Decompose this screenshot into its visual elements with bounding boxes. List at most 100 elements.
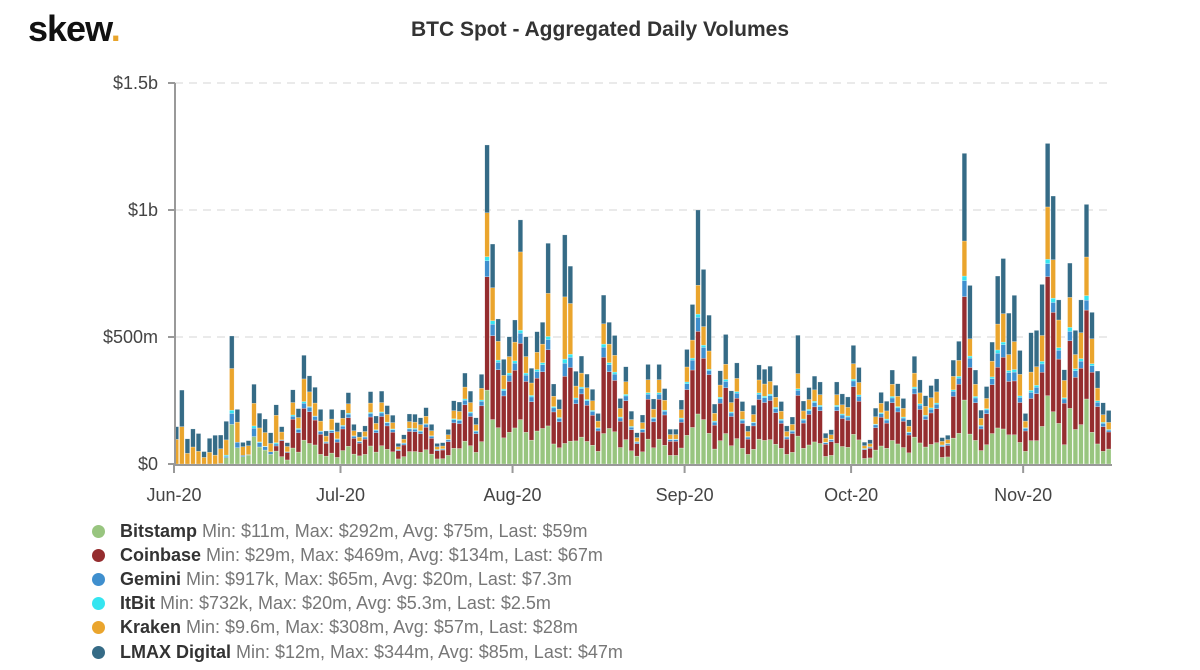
bar-segment-lmax-digital[interactable] [373,415,379,424]
bar-segment-kraken[interactable] [340,418,346,426]
bar-segment-lmax-digital[interactable] [640,414,646,423]
bar-segment-lmax-digital[interactable] [345,392,351,405]
bar-segment-kraken[interactable] [562,296,568,360]
bar-segment-bitstamp[interactable] [318,454,324,465]
bar-segment-itbit[interactable] [1067,327,1073,332]
bar-segment-lmax-digital[interactable] [617,398,623,409]
bar-segment-lmax-digital[interactable] [806,387,812,400]
bar-segment-gemini[interactable] [739,420,745,424]
bar-segment-gemini[interactable] [934,404,940,409]
bar-segment-gemini[interactable] [789,431,795,434]
bar-segment-gemini[interactable] [895,407,901,413]
bar-segment-gemini[interactable] [356,441,362,444]
bar-segment-lmax-digital[interactable] [362,425,368,432]
bar-segment-gemini[interactable] [784,436,790,440]
bar-segment-coinbase[interactable] [706,374,712,434]
bar-segment-kraken[interactable] [218,448,224,464]
legend-item-coinbase[interactable]: Coinbase Min: $29m, Max: $469m, Avg: $134… [92,543,623,567]
bar-segment-lmax-digital[interactable] [973,369,979,385]
bar-segment-lmax-digital[interactable] [928,385,934,398]
bar-segment-gemini[interactable] [756,394,762,400]
bar-segment-bitstamp[interactable] [384,449,390,465]
bar-segment-gemini[interactable] [950,391,956,397]
bar-segment-coinbase[interactable] [484,276,490,391]
bar-segment-bitstamp[interactable] [734,438,740,465]
bar-segment-lmax-digital[interactable] [1056,299,1062,321]
bar-segment-bitstamp[interactable] [1095,443,1101,465]
bar-segment-bitstamp[interactable] [1000,428,1006,465]
bar-segment-gemini[interactable] [678,418,684,423]
bar-segment-lmax-digital[interactable] [584,373,590,389]
bar-segment-gemini[interactable] [701,347,707,359]
bar-segment-coinbase[interactable] [678,422,684,449]
bar-segment-lmax-digital[interactable] [234,409,240,423]
bar-segment-bitstamp[interactable] [784,454,790,465]
bar-segment-itbit[interactable] [795,388,801,391]
bar-segment-lmax-digital[interactable] [456,401,462,412]
bar-segment-coinbase[interactable] [873,427,879,451]
bar-segment-lmax-digital[interactable] [517,219,523,253]
bar-segment-gemini[interactable] [268,451,274,455]
bar-segment-lmax-digital[interactable] [529,368,535,384]
bar-segment-lmax-digital[interactable] [856,367,862,383]
bar-segment-lmax-digital[interactable] [318,409,324,422]
bar-segment-lmax-digital[interactable] [651,398,657,410]
bar-segment-kraken[interactable] [850,363,856,380]
bar-segment-coinbase[interactable] [1061,403,1067,445]
bar-segment-lmax-digital[interactable] [484,144,490,213]
bar-segment-kraken[interactable] [978,418,984,426]
bar-segment-kraken[interactable] [362,431,368,437]
bar-segment-lmax-digital[interactable] [473,417,479,425]
bar-segment-coinbase[interactable] [662,414,668,446]
bar-segment-bitstamp[interactable] [695,413,701,465]
bar-segment-kraken[interactable] [268,443,274,453]
bar-segment-bitstamp[interactable] [601,433,607,465]
bar-segment-kraken[interactable] [823,437,829,443]
bar-segment-coinbase[interactable] [601,357,607,434]
bar-segment-bitstamp[interactable] [262,449,268,465]
bar-segment-lmax-digital[interactable] [545,243,551,294]
bar-segment-kraken[interactable] [900,408,906,418]
bar-segment-coinbase[interactable] [845,420,851,448]
bar-segment-coinbase[interactable] [917,409,923,444]
bar-segment-kraken[interactable] [401,438,407,444]
bar-segment-bitstamp[interactable] [873,449,879,465]
bar-segment-kraken[interactable] [412,421,418,429]
bar-segment-bitstamp[interactable] [223,457,229,465]
bar-segment-lmax-digital[interactable] [800,400,806,412]
bar-segment-gemini[interactable] [1095,402,1101,407]
bar-segment-coinbase[interactable] [606,371,612,429]
bar-segment-kraken[interactable] [617,408,623,418]
bar-segment-gemini[interactable] [1089,365,1095,373]
bar-segment-kraken[interactable] [456,411,462,420]
bar-segment-itbit[interactable] [506,372,512,376]
bar-segment-coinbase[interactable] [440,449,446,459]
bar-segment-itbit[interactable] [989,376,995,379]
bar-segment-kraken[interactable] [839,404,845,415]
bar-segment-coinbase[interactable] [467,416,473,446]
bar-segment-kraken[interactable] [1072,354,1078,369]
bar-segment-gemini[interactable] [551,407,557,413]
bar-segment-lmax-digital[interactable] [662,388,668,401]
bar-segment-coinbase[interactable] [295,432,301,453]
bar-segment-kraken[interactable] [612,355,618,373]
bar-segment-kraken[interactable] [1017,374,1023,397]
bar-segment-gemini[interactable] [373,430,379,433]
bar-segment-bitstamp[interactable] [900,447,906,465]
bar-segment-bitstamp[interactable] [451,448,457,465]
bar-segment-kraken[interactable] [356,436,362,442]
bar-segment-bitstamp[interactable] [817,443,823,465]
bar-segment-gemini[interactable] [1034,387,1040,394]
bar-segment-kraken[interactable] [1100,414,1106,423]
bar-segment-lmax-digital[interactable] [923,395,929,407]
bar-segment-coinbase[interactable] [967,367,973,435]
bar-segment-kraken[interactable] [667,434,673,440]
bar-segment-kraken[interactable] [695,284,701,315]
bar-segment-gemini[interactable] [362,436,368,440]
bar-segment-coinbase[interactable] [695,331,701,415]
bar-segment-lmax-digital[interactable] [812,375,818,391]
bar-segment-bitstamp[interactable] [501,437,507,465]
bar-segment-bitstamp[interactable] [406,451,412,465]
bar-segment-gemini[interactable] [684,383,690,390]
bar-segment-kraken[interactable] [784,431,790,437]
